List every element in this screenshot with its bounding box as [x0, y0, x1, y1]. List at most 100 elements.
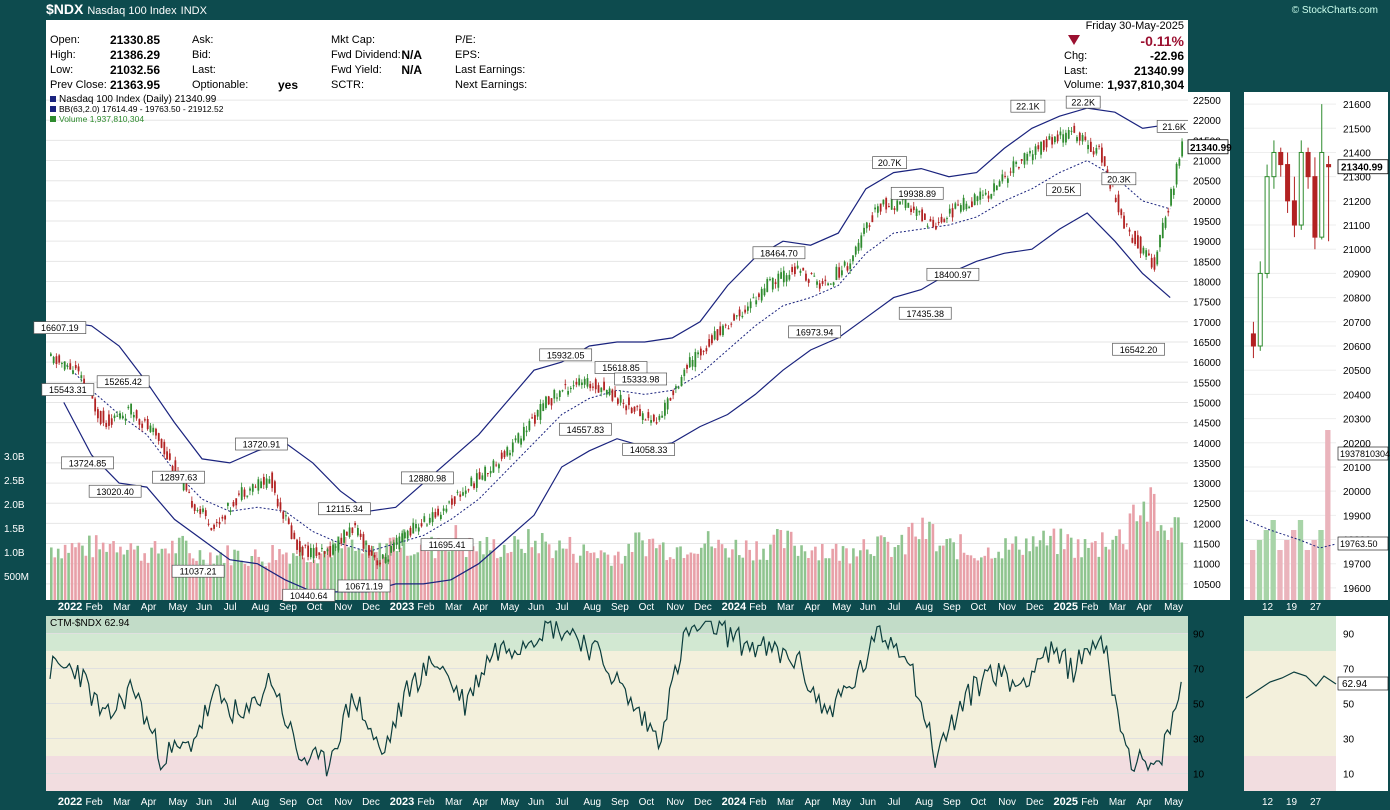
volume-bar: [893, 547, 897, 600]
price-candle: [1117, 194, 1120, 213]
volume-bar: [516, 539, 520, 600]
volume-bar: [1000, 558, 1004, 600]
x-axis-label: Sep: [611, 797, 629, 808]
legend-entry: Volume 1,937,810,304: [59, 114, 144, 124]
volume-bar: [502, 544, 506, 600]
x-axis-label: May: [500, 797, 519, 808]
volume-bar: [330, 557, 333, 600]
volume-bar: [903, 554, 907, 600]
price-candle: [1167, 210, 1170, 213]
x-axis-label: Feb: [749, 797, 767, 808]
price-candle: [813, 275, 816, 277]
price-candle: [1076, 137, 1078, 142]
volume-bar: [395, 551, 399, 600]
price-candle: [666, 398, 669, 410]
price-candle: [1054, 136, 1056, 143]
volume-bar: [1104, 546, 1108, 600]
price-candle: [1161, 222, 1164, 239]
price-candle: [1178, 158, 1181, 166]
price-candle: [97, 409, 99, 419]
volume-bar: [492, 539, 496, 600]
price-candle: [437, 508, 440, 516]
volume-bar: [520, 548, 523, 600]
price-candle: [791, 267, 794, 272]
price-candle: [354, 522, 357, 526]
x-axis-label: Dec: [1026, 797, 1044, 808]
price-candle: [304, 544, 307, 546]
volume-bar: [648, 539, 651, 600]
inset-volume-bar: [1270, 520, 1276, 600]
price-candle: [818, 283, 821, 289]
volume-bar: [962, 552, 966, 600]
volume-bar: [243, 563, 247, 600]
price-candle: [943, 219, 946, 223]
volume-bar: [1052, 528, 1056, 600]
price-candle: [218, 521, 221, 525]
price-candle: [307, 545, 310, 557]
x-axis-label: 2024: [722, 601, 747, 613]
price-candle: [1001, 174, 1004, 182]
price-candle: [1098, 145, 1101, 147]
volume-bar: [126, 549, 129, 600]
price-candle: [691, 359, 694, 367]
price-candle: [52, 356, 55, 364]
x-axis-label: Oct: [639, 797, 655, 808]
volume-bar: [63, 544, 67, 600]
price-candle: [94, 398, 97, 412]
price-candle: [871, 215, 874, 223]
volume-bar: [800, 545, 803, 600]
volume-bar: [655, 548, 658, 600]
volume-bar: [1011, 543, 1014, 600]
price-candle: [102, 410, 105, 423]
price-candle: [456, 491, 459, 493]
price-candle: [990, 193, 993, 199]
volume-bar: [547, 544, 551, 600]
inset-volume-bar: [1256, 540, 1263, 600]
volume-bar: [278, 549, 281, 600]
volume-bar: [368, 548, 371, 600]
annotation-label: 12897.63: [160, 473, 198, 483]
price-candle: [567, 390, 570, 395]
x-axis-label: Dec: [694, 602, 712, 613]
x-axis-label: 2024: [722, 796, 747, 808]
x-axis-label: May: [1164, 797, 1183, 808]
price-candle: [265, 478, 268, 488]
volume-bar: [1139, 515, 1142, 600]
volume-bar: [482, 554, 485, 600]
price-candle: [1128, 229, 1131, 232]
volume-bar: [292, 553, 295, 600]
annotation-label: 16973.94: [796, 327, 834, 337]
volume-bar: [129, 543, 133, 600]
volume-bar: [1035, 546, 1038, 600]
price-candle: [58, 355, 61, 363]
volume-bar: [537, 553, 541, 600]
price-candle: [998, 181, 1001, 187]
x-axis-label: Jun: [196, 797, 212, 808]
price-candle: [581, 382, 583, 386]
volume-bar: [627, 543, 630, 600]
price-tick-label: 18500: [1193, 257, 1221, 268]
price-candle: [334, 546, 337, 548]
volume-bar: [433, 558, 437, 600]
inset-candle: [1312, 176, 1318, 238]
price-candle: [680, 377, 683, 387]
price-candle: [384, 557, 387, 563]
price-tick-label: 20500: [1193, 177, 1221, 188]
volume-bar: [935, 551, 938, 600]
volume-bar: [848, 563, 852, 600]
inset-ctm-tag: [1337, 676, 1389, 691]
price-candle: [404, 532, 406, 539]
price-candle: [849, 263, 852, 270]
volume-bar: [236, 550, 240, 600]
annotation-label: 13020.40: [96, 487, 134, 497]
volume-bar: [872, 555, 876, 600]
volume-bar: [136, 545, 140, 600]
x-axis-label: Jun: [196, 602, 212, 613]
price-candle: [1084, 136, 1087, 141]
annotation-box: [1010, 99, 1046, 113]
volume-bar: [122, 554, 126, 600]
volume-bar: [717, 539, 720, 600]
inset-tick-label: 21100: [1343, 221, 1371, 232]
volume-bar: [1107, 549, 1111, 600]
price-candle: [711, 335, 713, 344]
